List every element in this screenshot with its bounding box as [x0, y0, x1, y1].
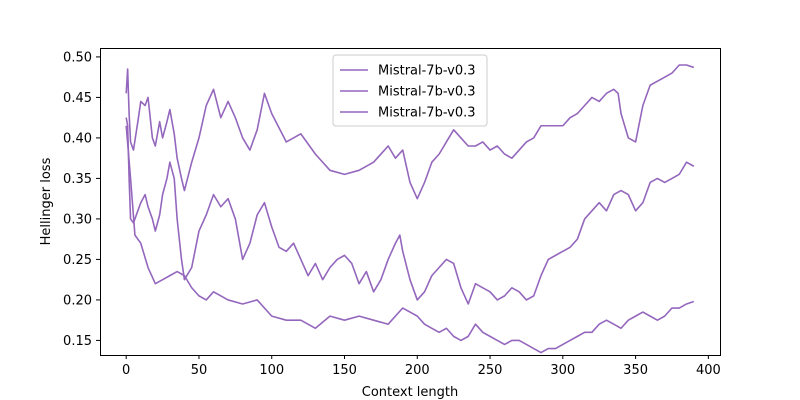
y-axis-label: Hellinger loss	[39, 157, 54, 245]
legend-label: Mistral-7b-v0.3	[378, 64, 476, 79]
x-tick-label: 150	[332, 363, 357, 378]
x-tick-label: 0	[122, 363, 130, 378]
series-layer	[125, 64, 695, 354]
y-tick-label: 0.30	[63, 212, 92, 227]
series-line-3	[125, 125, 695, 354]
legend: Mistral-7b-v0.3 Mistral-7b-v0.3 Mistral-7b…	[332, 54, 488, 127]
x-tick-label: 200	[405, 363, 430, 378]
x-axis-label: Context length	[362, 385, 459, 400]
x-axis: 0 50 100 150 200 250 300 350 400	[122, 355, 721, 378]
x-tick-label: 100	[259, 363, 284, 378]
y-tick-label: 0.35	[63, 172, 92, 187]
y-tick-label: 0.25	[63, 253, 92, 268]
x-tick-label: 50	[191, 363, 208, 378]
x-tick-label: 300	[550, 363, 575, 378]
legend-label: Mistral-7b-v0.3	[378, 85, 476, 100]
legend-label: Mistral-7b-v0.3	[378, 106, 476, 121]
y-tick-label: 0.15	[63, 334, 92, 349]
y-tick-label: 0.45	[63, 91, 92, 106]
x-tick-label: 250	[478, 363, 503, 378]
series-line-1	[125, 64, 695, 200]
plot-area-frame	[100, 48, 721, 356]
series-line-2	[125, 117, 695, 305]
x-tick-label: 400	[696, 363, 721, 378]
x-tick-label: 350	[623, 363, 648, 378]
y-tick-label: 0.40	[63, 131, 92, 146]
y-tick-label: 0.20	[63, 293, 92, 308]
y-tick-label: 0.50	[63, 50, 92, 65]
y-axis: 0.15 0.20 0.25 0.30 0.35 0.40 0.45 0.50	[63, 50, 100, 349]
legend-box	[332, 54, 488, 127]
